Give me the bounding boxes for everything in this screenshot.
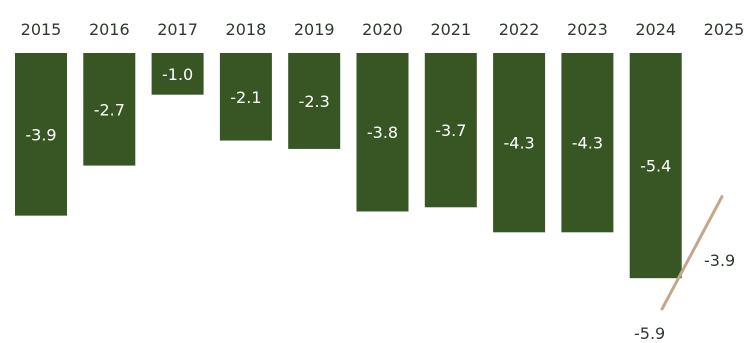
year-label: 2024 [635, 20, 676, 39]
value-label-2016: -2.7 [94, 100, 125, 119]
year-label: 2018 [226, 20, 267, 39]
bar-2015 [15, 53, 67, 216]
value-label-2018: -2.1 [230, 88, 261, 107]
bar-2023 [561, 53, 614, 233]
value-label-2023: -4.3 [572, 134, 603, 153]
bar-2016 [83, 53, 136, 166]
year-label: 2023 [567, 20, 608, 39]
bar-2019 [288, 53, 341, 149]
value-label-2022: -4.3 [503, 134, 534, 153]
value-label-2024: -5.4 [640, 157, 671, 176]
value-label-2020: -3.8 [367, 123, 398, 142]
year-label: 2016 [89, 20, 130, 39]
year-label: 2015 [21, 20, 62, 39]
year-labels: 2015 2016 2017 2018 2019 2020 2021 2022 2023 2024… [21, 20, 745, 39]
year-label: 2019 [294, 20, 335, 39]
year-label: 2025 [704, 20, 745, 39]
value-label-2021: -3.7 [435, 121, 466, 140]
year-label: 2022 [499, 20, 540, 39]
value-label-2017: -1.0 [162, 65, 193, 84]
value-label-2019: -2.3 [299, 92, 330, 111]
bar-2021 [424, 53, 477, 208]
bars [15, 53, 682, 279]
projection-low-label: -5.9 [634, 324, 665, 343]
bar-2022 [493, 53, 546, 233]
projection: -3.9 -5.9 [634, 195, 735, 343]
year-label: 2017 [157, 20, 198, 39]
projection-range-line [660, 195, 724, 311]
year-label: 2020 [362, 20, 403, 39]
bar-2024 [629, 53, 682, 279]
projection-high-label: -3.9 [704, 251, 735, 270]
value-labels: -3.9 -2.7 -1.0 -2.1 -2.3 -3.8 -3.7 -4.3 -4.3 -5.4 [25, 65, 671, 176]
year-label: 2021 [430, 20, 471, 39]
bar-2017 [151, 53, 204, 95]
value-label-2015: -3.9 [25, 125, 56, 144]
bar-2020 [356, 53, 409, 212]
bar-2018 [219, 53, 272, 141]
